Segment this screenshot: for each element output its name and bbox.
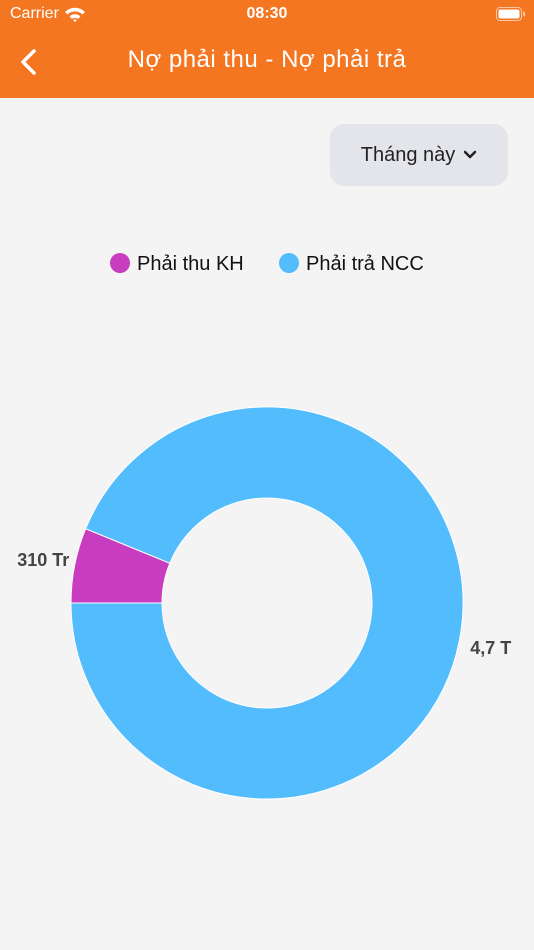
app-bar: Carrier 08:30 Nợ phải thu - Nợ phải trả (0, 0, 534, 98)
value-label: 310 Tr (17, 550, 69, 570)
dropdown-label: Tháng này (360, 143, 456, 166)
carrier: Carrier (10, 5, 59, 22)
donut-chart: Phải thu KH Phải trả NCC 310 Tr 4,7 T (17, 253, 511, 800)
back-button[interactable] (18, 48, 42, 76)
value-label: 4,7 T (470, 638, 511, 658)
legend-label: Phải thu KH (137, 253, 244, 275)
clock: 08:30 (246, 5, 288, 22)
page-title: Nợ phải thu - Nợ phải trả (127, 46, 407, 73)
battery-icon (496, 7, 525, 21)
period-dropdown[interactable]: Tháng này (330, 124, 508, 186)
legend-marker (279, 253, 299, 273)
wifi-icon (65, 7, 85, 22)
chevron-down (464, 150, 477, 159)
legend-label: Phải trả NCC (306, 253, 424, 275)
legend-marker (110, 253, 130, 273)
donut-slice (70, 406, 464, 800)
